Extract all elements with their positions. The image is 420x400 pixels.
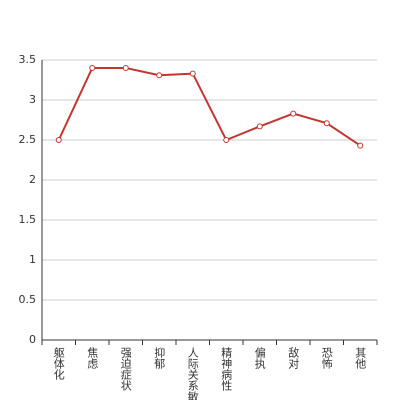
x-tick-label: 敌对 [287,346,300,369]
y-tick-label: 3 [29,93,36,106]
point [189,70,196,77]
point [55,137,62,143]
point [357,142,364,149]
point [223,137,230,143]
x-tick-label: 躯体化 [52,347,65,381]
x-tick-label: 恐怖 [320,347,333,369]
point [156,72,163,79]
x-tick-label: 其他 [354,347,367,369]
x-tick-label: 抑郁 [153,346,166,369]
x-tick-label: 偏执 [253,346,266,370]
y-tick-label: 0 [29,333,36,346]
y-tick-label: 2 [29,173,36,186]
x-tick-label: 焦虑 [86,347,99,369]
y-tick-label: 0.5 [19,293,37,306]
x-tick-label: 人际关系敏感 [186,347,199,400]
point [323,120,330,127]
y-tick-label: 3.5 [19,53,37,66]
point [256,123,263,130]
x-tick-label: 精神病性 [220,347,233,392]
line [57,67,361,147]
point [122,65,129,71]
y-tick-label: 2.5 [19,133,37,146]
y-tick-label: 1.5 [19,213,37,226]
y-tick-label: 1 [29,253,36,266]
point [89,65,96,71]
x-tick-label: 强迫症状 [119,347,132,391]
point [290,110,297,117]
